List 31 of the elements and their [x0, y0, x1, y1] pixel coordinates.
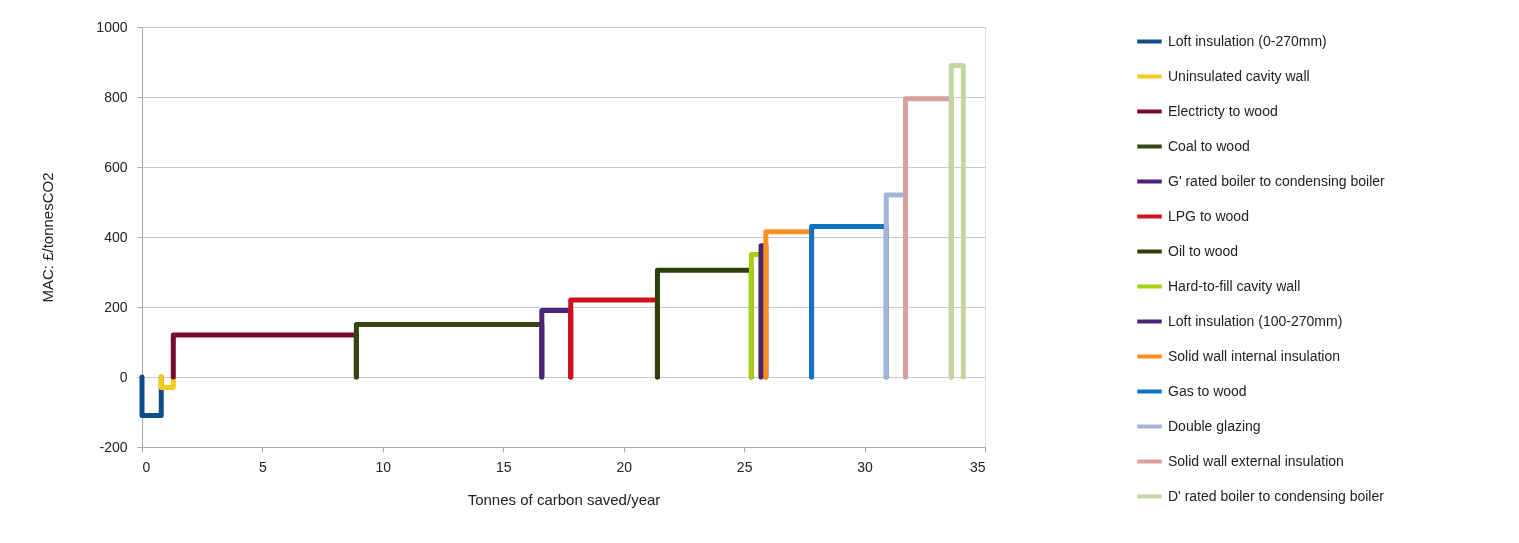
x-tick-label: 10 — [375, 458, 392, 475]
legend-label: G' rated boiler to condensing boiler — [1168, 172, 1386, 189]
y-tick-label: 800 — [104, 88, 128, 105]
legend-label: D' rated boiler to condensing boiler — [1168, 487, 1385, 504]
x-tick-label: 30 — [857, 458, 874, 475]
legend-label: Double glazing — [1168, 417, 1261, 434]
x-tick-label: 25 — [736, 458, 753, 475]
legend-label: Coal to wood — [1168, 137, 1250, 154]
x-tick-label: 15 — [496, 458, 512, 475]
legend-label: Solid wall internal insulation — [1168, 347, 1340, 364]
x-tick-label: 35 — [969, 458, 986, 475]
legend-label: Hard-to-fill cavity wall — [1168, 277, 1301, 294]
x-tick-label: 5 — [259, 458, 268, 475]
legend-label: Loft insulation (0-270mm) — [1168, 32, 1327, 49]
legend-label: Electricty to wood — [1168, 102, 1278, 119]
x-axis-title: Tonnes of carbon saved/year — [467, 490, 661, 508]
legend-label: Loft insulation (100-270mm) — [1168, 312, 1343, 329]
y-tick-label: 600 — [104, 158, 128, 175]
y-tick-label: 200 — [104, 298, 128, 315]
legend-label: Oil to wood — [1168, 242, 1239, 259]
legend-label: Uninsulated cavity wall — [1168, 67, 1310, 84]
legend-label: LPG to wood — [1168, 207, 1249, 224]
y-tick-label: -200 — [99, 438, 128, 455]
y-tick-label: 400 — [104, 228, 128, 245]
y-axis-title: MAC: £/tonnesCO2 — [39, 172, 57, 303]
legend-label: Gas to wood — [1168, 382, 1247, 399]
y-tick-label: 1000 — [96, 18, 128, 35]
legend-label: Solid wall external insulation — [1168, 452, 1344, 469]
x-tick-label: 20 — [616, 458, 633, 475]
x-tick-label: 0 — [142, 458, 151, 475]
y-tick-label: 0 — [119, 368, 128, 385]
